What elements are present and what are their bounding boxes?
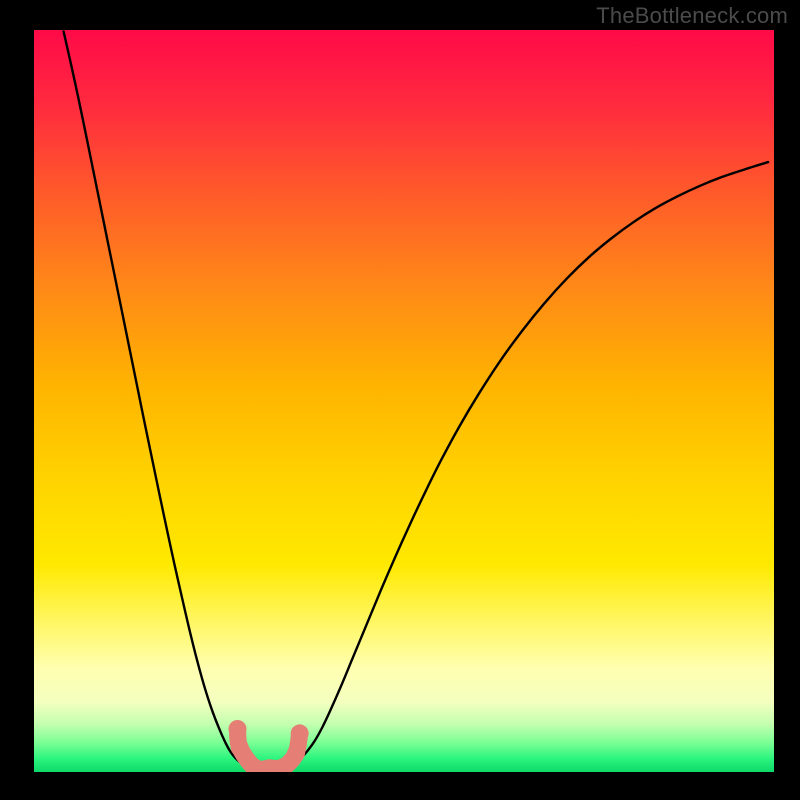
valley-marker-dot xyxy=(229,720,247,738)
chart-background xyxy=(34,30,774,772)
valley-marker-dot xyxy=(231,739,249,757)
valley-marker-dot xyxy=(287,744,305,762)
valley-marker-dot xyxy=(291,724,309,742)
watermark-text: TheBottleneck.com xyxy=(596,3,788,29)
bottleneck-chart xyxy=(34,30,774,772)
chart-stage: TheBottleneck.com xyxy=(0,0,800,800)
